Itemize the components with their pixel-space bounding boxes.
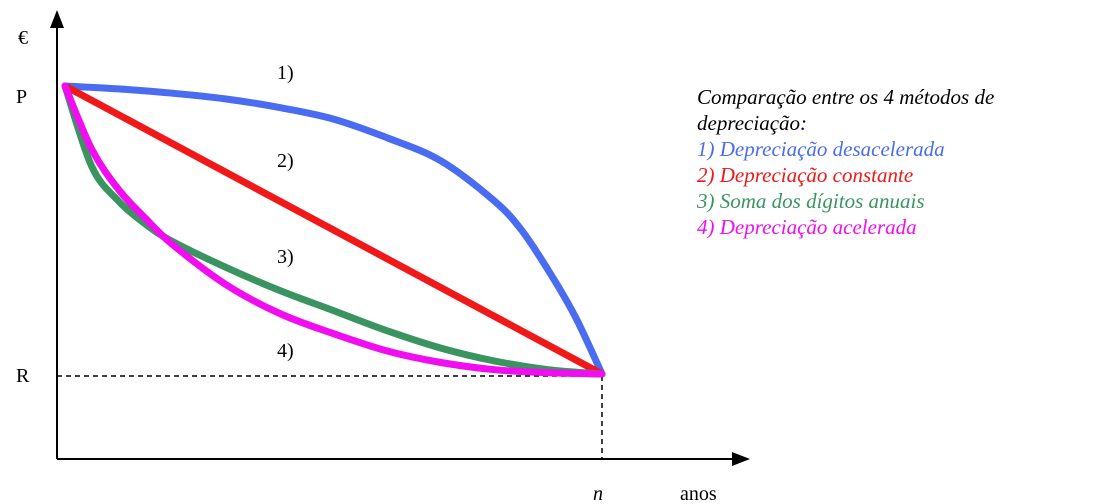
y-tick-label-r: R — [16, 365, 30, 387]
series-line-decelerated — [61, 82, 606, 378]
legend-entry-decelerated: 1) Depreciação desacelerada — [697, 137, 945, 161]
x-unit-label: anos — [680, 483, 717, 504]
series-label-sum-of-years-digits: 3) — [277, 246, 294, 268]
legend-entries: 1) Depreciação desacelerada 2) Depreciaçã… — [697, 136, 1092, 240]
series-label-layer: 1) 2) 3) 4) — [277, 62, 294, 362]
legend-entry-constant: 2) Depreciação constante — [697, 163, 914, 187]
x-tick-label-n: n — [593, 483, 603, 504]
series-layer — [61, 82, 606, 378]
series-label-decelerated: 1) — [277, 62, 294, 84]
series-label-constant: 2) — [277, 150, 294, 172]
legend-title: Comparação entre os 4 métodos de depreci… — [697, 85, 995, 135]
series-line-constant — [61, 82, 606, 378]
x-axis-arrow — [732, 452, 750, 466]
y-unit-label: € — [18, 27, 28, 49]
series-label-accelerated: 4) — [277, 340, 294, 362]
legend: Comparação entre os 4 métodos de depreci… — [697, 84, 1092, 240]
series-line-accelerated — [61, 82, 606, 378]
legend-entry-sum-of-years-digits: 3) Soma dos dígitos anuais — [697, 189, 925, 213]
y-axis-arrow — [50, 10, 64, 28]
y-tick-label-p: P — [16, 86, 27, 108]
series-line-sum-of-years-digits — [61, 82, 606, 378]
legend-entry-accelerated: 4) Depreciação acelerada — [697, 215, 917, 239]
